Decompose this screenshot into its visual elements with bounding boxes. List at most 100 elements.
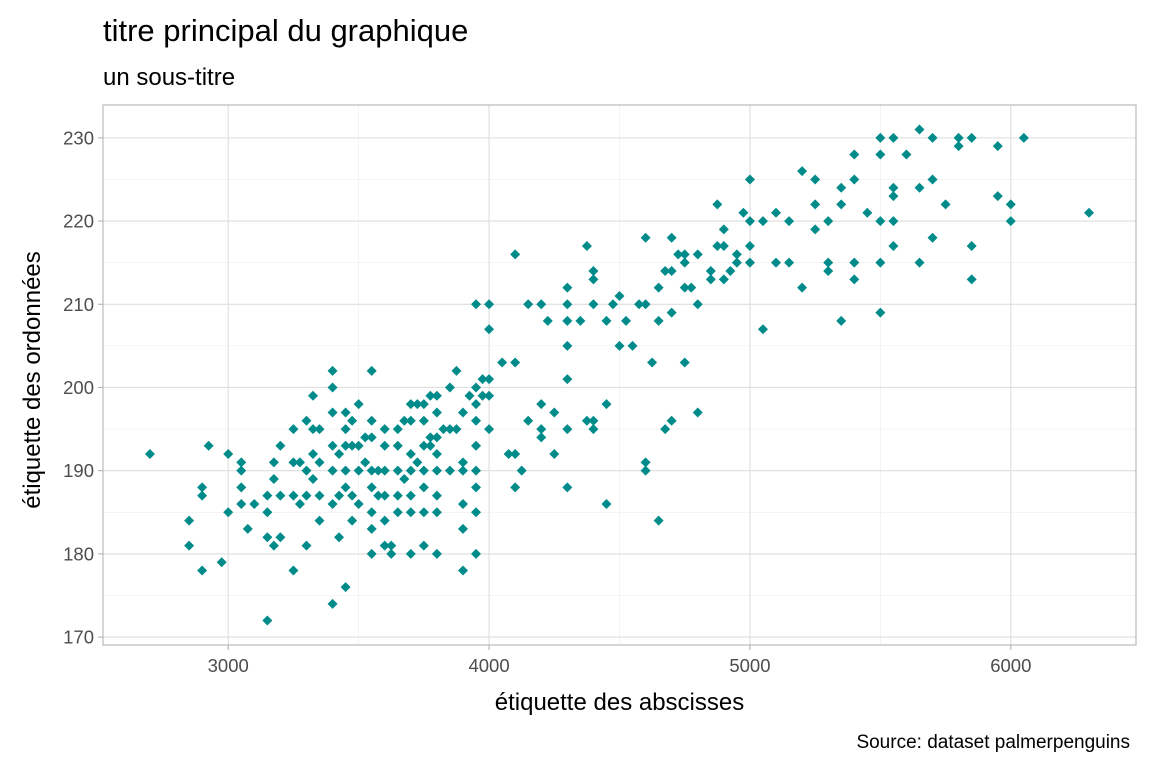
- data-point: [340, 407, 351, 418]
- data-point: [888, 132, 899, 143]
- y-tick-label: 180: [63, 543, 94, 564]
- data-point: [314, 457, 325, 468]
- data-point: [692, 299, 703, 310]
- data-point: [392, 507, 403, 518]
- data-point: [666, 232, 677, 243]
- data-point: [184, 540, 195, 551]
- data-point: [679, 282, 690, 293]
- data-point: [444, 382, 455, 393]
- data-point: [614, 340, 625, 351]
- data-point: [405, 548, 416, 559]
- data-point: [927, 174, 938, 185]
- data-point: [386, 548, 397, 559]
- data-point: [484, 299, 495, 310]
- data-point: [601, 315, 612, 326]
- data-point: [901, 149, 912, 160]
- data-point: [431, 432, 442, 443]
- data-point: [366, 482, 377, 493]
- data-point: [431, 449, 442, 460]
- data-point: [268, 540, 279, 551]
- data-point: [314, 515, 325, 526]
- data-point: [914, 124, 925, 135]
- data-point: [679, 257, 690, 268]
- data-point: [405, 465, 416, 476]
- data-point: [418, 440, 429, 451]
- data-point: [262, 532, 273, 543]
- major-gridlines: [103, 105, 1136, 645]
- data-point: [431, 507, 442, 518]
- data-point: [731, 249, 742, 260]
- data-point: [418, 507, 429, 518]
- data-point: [223, 449, 234, 460]
- data-point: [457, 523, 468, 534]
- data-point: [353, 440, 364, 451]
- data-point: [418, 465, 429, 476]
- data-point: [953, 132, 964, 143]
- data-point: [197, 565, 208, 576]
- data-point: [562, 424, 573, 435]
- data-point: [197, 482, 208, 493]
- data-point: [262, 507, 273, 518]
- data-point: [581, 415, 592, 426]
- data-point: [940, 199, 951, 210]
- data-point: [784, 257, 795, 268]
- data-point: [712, 199, 723, 210]
- data-point: [399, 474, 410, 485]
- data-point: [575, 315, 586, 326]
- data-point: [1018, 132, 1029, 143]
- data-point: [725, 265, 736, 276]
- data-point: [823, 265, 834, 276]
- data-point: [888, 191, 899, 202]
- data-point: [301, 540, 312, 551]
- data-point: [386, 540, 397, 551]
- data-point: [347, 415, 358, 426]
- data-point: [712, 241, 723, 252]
- data-point: [457, 457, 468, 468]
- data-point: [536, 399, 547, 410]
- data-point: [340, 482, 351, 493]
- data-point: [497, 357, 508, 368]
- data-point: [542, 315, 553, 326]
- data-point: [757, 216, 768, 227]
- data-point: [536, 424, 547, 435]
- chart-title: titre principal du graphique: [103, 13, 468, 48]
- data-point: [425, 432, 436, 443]
- data-point: [666, 265, 677, 276]
- data-point: [757, 324, 768, 335]
- data-point: [347, 515, 358, 526]
- chart-caption: Source: dataset palmerpenguins: [856, 732, 1130, 753]
- data-point: [275, 532, 286, 543]
- data-point: [516, 465, 527, 476]
- x-tick-label: 6000: [990, 655, 1031, 676]
- data-point: [294, 498, 305, 509]
- data-point: [784, 216, 795, 227]
- data-point: [888, 182, 899, 193]
- data-point: [373, 490, 384, 501]
- data-point: [379, 424, 390, 435]
- data-point: [431, 490, 442, 501]
- data-point: [379, 440, 390, 451]
- data-point: [366, 523, 377, 534]
- data-point: [184, 515, 195, 526]
- data-point: [223, 507, 234, 518]
- data-point: [366, 548, 377, 559]
- data-point: [849, 149, 860, 160]
- data-point: [653, 315, 664, 326]
- data-point: [353, 399, 364, 410]
- data-point: [562, 315, 573, 326]
- data-point: [366, 365, 377, 376]
- data-point: [640, 457, 651, 468]
- data-point: [216, 557, 227, 568]
- data-point: [307, 449, 318, 460]
- data-point: [197, 490, 208, 501]
- data-point: [692, 249, 703, 260]
- data-point: [444, 465, 455, 476]
- data-point: [679, 357, 690, 368]
- data-point: [549, 407, 560, 418]
- y-tick-label: 220: [63, 211, 94, 232]
- data-point: [457, 565, 468, 576]
- data-point: [510, 249, 521, 260]
- data-point: [431, 465, 442, 476]
- data-point: [510, 482, 521, 493]
- data-point: [679, 249, 690, 260]
